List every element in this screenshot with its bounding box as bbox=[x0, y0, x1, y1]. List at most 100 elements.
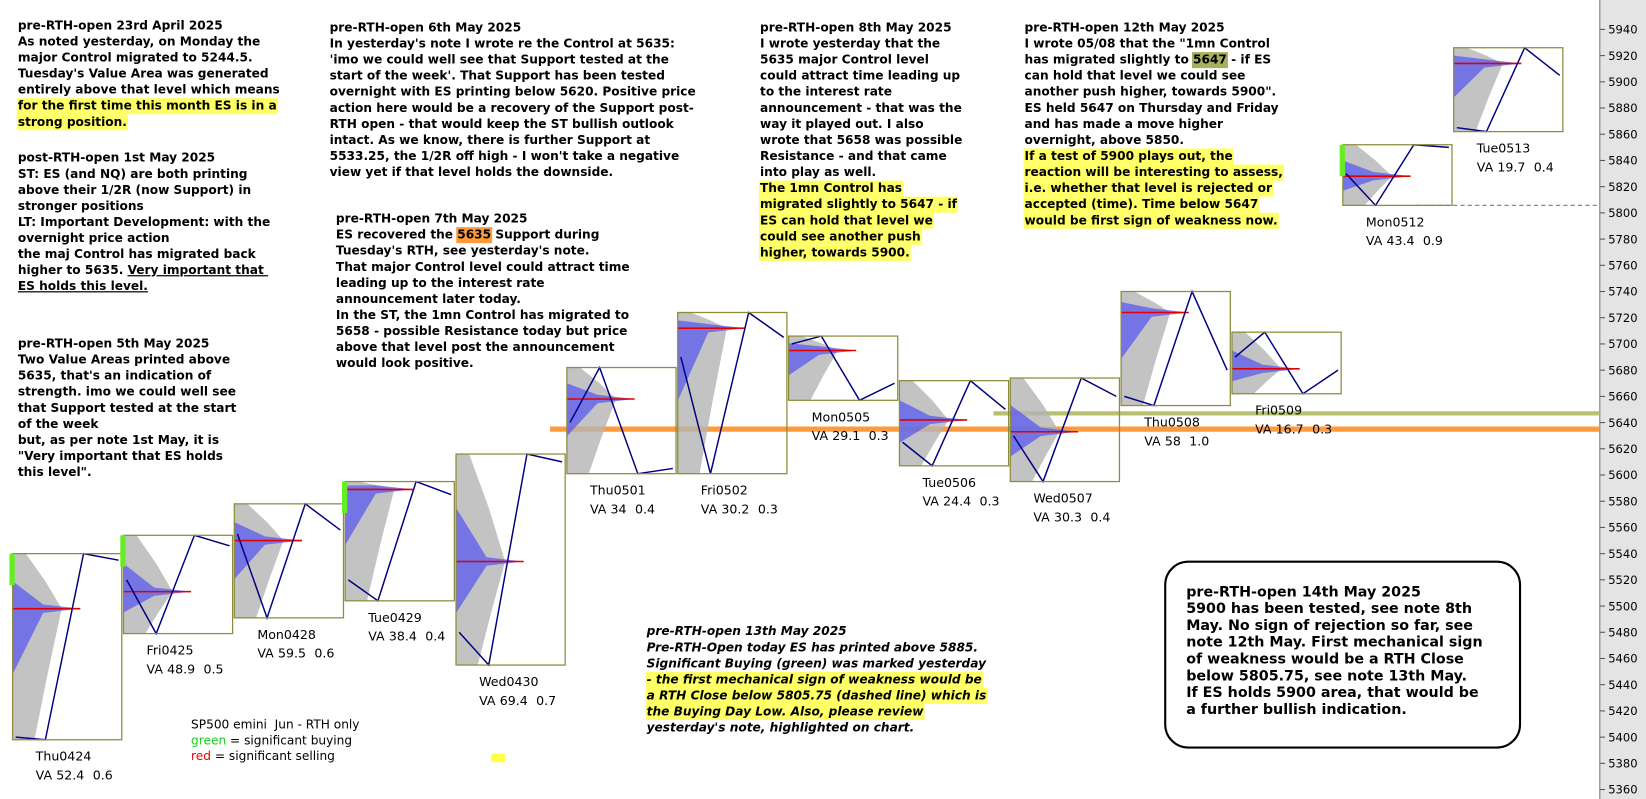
value-profile bbox=[1453, 55, 1522, 98]
day-box bbox=[344, 480, 455, 602]
note-line: of the week bbox=[18, 417, 100, 431]
note-line: but, as per note 1st May, it is bbox=[18, 433, 219, 447]
highlight bbox=[645, 687, 988, 704]
note-line: a further bullish indication. bbox=[1186, 702, 1407, 718]
note-line: strong position. bbox=[18, 115, 127, 129]
highlight bbox=[1023, 148, 1234, 165]
note-line: start of the week'. That Support has bee… bbox=[330, 69, 665, 83]
y-tick-label: 5520 bbox=[1608, 573, 1637, 587]
value-profile bbox=[456, 507, 524, 614]
day-box bbox=[787, 335, 899, 401]
va-ratio: 0.6 bbox=[93, 768, 113, 783]
note-title: pre-RTH-open 7th May 2025 bbox=[336, 212, 528, 226]
note-line: above their 1/2R (now Support) in bbox=[18, 183, 251, 197]
highlight bbox=[758, 244, 911, 261]
y-tick-label: 5740 bbox=[1608, 285, 1637, 299]
note-line: overnight price action bbox=[18, 231, 170, 245]
va-label: VA 43.4 0.9 bbox=[1366, 233, 1443, 248]
va-label: VA 59.5 0.6 bbox=[257, 646, 334, 661]
note-line: overnight, above 5850. bbox=[1025, 133, 1184, 147]
note-line: and has made a move higher bbox=[1025, 117, 1223, 131]
price-path bbox=[1345, 143, 1449, 207]
va-ratio: 0.4 bbox=[1534, 160, 1554, 175]
va-label: VA 30.3 0.4 bbox=[1033, 509, 1110, 524]
va-prefix: VA bbox=[36, 768, 53, 783]
va-value: 52.4 bbox=[56, 768, 84, 783]
note-line: 5658 - possible Resistance today but pri… bbox=[336, 324, 628, 338]
day-box bbox=[122, 534, 234, 635]
highlight bbox=[1023, 164, 1284, 181]
va-ratio: 0.3 bbox=[980, 494, 1000, 509]
day-box bbox=[1453, 47, 1564, 133]
note-line: the maj Control has migrated back bbox=[18, 247, 257, 261]
y-tick-label: 5880 bbox=[1608, 101, 1637, 115]
note-line: way it played out. I also bbox=[760, 117, 924, 131]
note-line: higher to 5635. bbox=[18, 263, 128, 277]
price-path bbox=[569, 365, 673, 475]
highlight bbox=[1023, 196, 1260, 213]
price-path bbox=[1124, 289, 1228, 407]
va-value: 59.5 bbox=[278, 646, 306, 661]
va-label: VA 38.4 0.4 bbox=[368, 629, 445, 644]
note-line: could attract time leading up bbox=[760, 69, 960, 83]
note-line: yesterday's note, highlighted on chart. bbox=[647, 721, 915, 735]
value-profile bbox=[1010, 404, 1078, 457]
highlight-marker bbox=[491, 753, 505, 763]
note-title: pre-RTH-open 6th May 2025 bbox=[330, 20, 522, 34]
day-box bbox=[11, 553, 123, 741]
note-line: ST: ES (and NQ) are both printing bbox=[18, 167, 248, 181]
highlight bbox=[758, 180, 904, 197]
va-ratio: 0.4 bbox=[1090, 509, 1110, 524]
price-path bbox=[680, 311, 785, 474]
note-line: accepted (time). Time below 5647 bbox=[1025, 197, 1259, 211]
price-axis-strip bbox=[1599, 0, 1646, 799]
day-box bbox=[566, 366, 677, 475]
note-line: ES held 5647 on Thursday and Friday bbox=[1025, 101, 1279, 115]
note-title: pre-RTH-open 5th May 2025 bbox=[18, 337, 210, 351]
y-tick-label: 5440 bbox=[1608, 678, 1637, 692]
day-label: Mon0428 bbox=[257, 627, 316, 642]
day-label: Tue0513 bbox=[1476, 141, 1530, 156]
note-line: In yesterday's note I wrote re the Contr… bbox=[330, 37, 675, 51]
note-line: announcement - that was the bbox=[760, 101, 962, 115]
note-line: - the first mechanical sign of weakness … bbox=[647, 672, 982, 686]
note-line: green bbox=[191, 733, 226, 747]
va-label: VA 58 1.0 bbox=[1144, 433, 1209, 448]
va-value: 38.4 bbox=[389, 629, 417, 644]
note-line: entirely above that level which means bbox=[18, 83, 280, 97]
y-tick-label: 5900 bbox=[1608, 75, 1637, 89]
note-line: ES holds this level. bbox=[18, 279, 148, 293]
highlight bbox=[1192, 52, 1228, 69]
note-line: the Buying Day Low. Also, please review bbox=[647, 705, 925, 719]
va-ratio: 0.9 bbox=[1423, 233, 1443, 248]
day-box bbox=[233, 503, 345, 619]
note-line: to the interest rate bbox=[760, 85, 892, 99]
va-ratio: 0.3 bbox=[869, 428, 889, 443]
va-value: 43.4 bbox=[1387, 233, 1415, 248]
price-path bbox=[347, 480, 452, 603]
note-title: pre-RTH-open 13th May 2025 bbox=[646, 624, 847, 638]
va-value: 30.3 bbox=[1054, 509, 1082, 524]
va-value: 24.4 bbox=[943, 494, 971, 509]
y-tick-label: 5680 bbox=[1608, 363, 1637, 377]
note-line: migrated slightly to 5647 - if bbox=[760, 197, 958, 211]
note-line: stronger positions bbox=[18, 199, 144, 213]
note-line: May. No sign of rejection so far, see bbox=[1186, 618, 1473, 634]
highlight bbox=[16, 114, 128, 131]
day-box bbox=[1009, 377, 1121, 483]
day-label: Fri0425 bbox=[147, 643, 194, 658]
highlight bbox=[645, 671, 983, 688]
price-path bbox=[1456, 46, 1561, 133]
va-prefix: VA bbox=[368, 629, 385, 644]
y-tick-label: 5500 bbox=[1608, 599, 1637, 613]
y-tick-label: 5360 bbox=[1608, 783, 1637, 797]
va-value: 29.1 bbox=[832, 428, 860, 443]
day-box bbox=[1120, 290, 1231, 407]
va-ratio: 1.0 bbox=[1189, 433, 1209, 448]
note-line: above that level post the announcement bbox=[336, 340, 615, 354]
highlight bbox=[16, 98, 278, 115]
buying-marker bbox=[1339, 144, 1345, 177]
va-ratio: 0.3 bbox=[758, 502, 778, 517]
note-line: another push higher, towards 5900". bbox=[1025, 85, 1277, 99]
